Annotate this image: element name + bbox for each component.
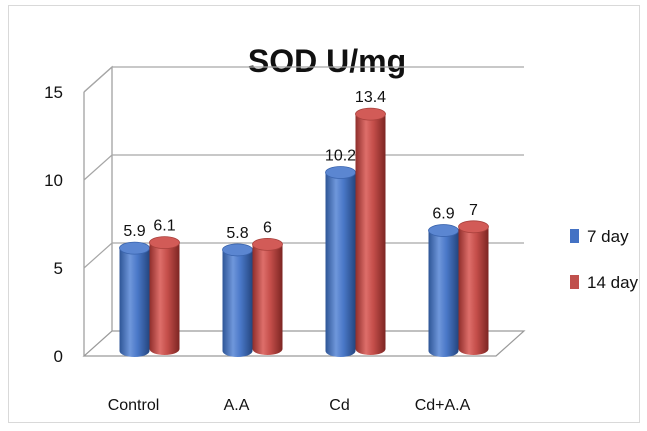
y-tick-label: 10 xyxy=(44,171,63,190)
x-axis-ticks: Control A.A Cd Cd+A.A xyxy=(108,397,471,414)
data-label: 7 xyxy=(469,202,478,219)
y-tick-label: 5 xyxy=(54,259,63,278)
data-label: 6 xyxy=(263,219,272,236)
floor xyxy=(82,330,526,357)
bar-red xyxy=(458,220,489,355)
data-label: 6.9 xyxy=(432,206,454,223)
bar-blue xyxy=(428,224,459,357)
bar-top xyxy=(458,220,489,234)
legend-label: 7 day xyxy=(587,227,629,246)
gridlines xyxy=(83,66,524,269)
bar-top xyxy=(355,107,386,121)
x-tick-label: A.A xyxy=(224,397,250,414)
bar-blue xyxy=(119,241,150,357)
data-label: 13.4 xyxy=(355,89,386,106)
x-tick-label: Cd+A.A xyxy=(415,397,471,414)
bar-body xyxy=(458,226,489,355)
data-labels: 5.9 6.1 5.8 6 10.2 13.4 6.9 7 xyxy=(123,89,478,242)
x-tick-label: Control xyxy=(108,397,160,414)
bar-top xyxy=(325,166,356,179)
bar-red xyxy=(149,236,180,355)
bar-top xyxy=(149,236,180,250)
x-tick-label: Cd xyxy=(329,397,349,414)
bar-top xyxy=(428,224,459,237)
bar-blue xyxy=(222,243,253,357)
bar-top xyxy=(252,237,283,251)
data-label: 10.2 xyxy=(325,147,356,164)
chart-title: SOD U/mg xyxy=(248,43,406,79)
legend-swatch xyxy=(570,229,579,243)
gridline xyxy=(83,66,524,93)
legend-swatch xyxy=(570,275,579,289)
legend: 7 day 14 day xyxy=(570,227,639,292)
bar-red xyxy=(252,237,283,355)
bar-blue xyxy=(325,166,356,357)
bar-body xyxy=(325,172,356,357)
bars xyxy=(119,107,489,357)
bar-body xyxy=(252,244,283,355)
data-label: 5.8 xyxy=(226,225,248,242)
bar-body xyxy=(428,230,459,357)
data-label: 5.9 xyxy=(123,223,145,240)
bar-body xyxy=(222,249,253,357)
bar-body xyxy=(355,114,386,355)
gridline xyxy=(83,154,524,181)
legend-label: 14 day xyxy=(587,273,639,292)
y-axis-ticks: 0 5 10 15 xyxy=(44,83,63,366)
chart-frame xyxy=(8,5,640,423)
y-tick-label: 0 xyxy=(54,347,63,366)
bar-red xyxy=(355,107,386,355)
y-tick-label: 15 xyxy=(44,83,63,102)
bar-top xyxy=(119,241,150,255)
gridline xyxy=(83,242,524,269)
bar-body xyxy=(119,248,150,357)
bar-body xyxy=(149,242,180,355)
left-wall-edge xyxy=(83,65,113,331)
bar-top xyxy=(222,243,253,257)
data-label: 6.1 xyxy=(153,218,175,235)
